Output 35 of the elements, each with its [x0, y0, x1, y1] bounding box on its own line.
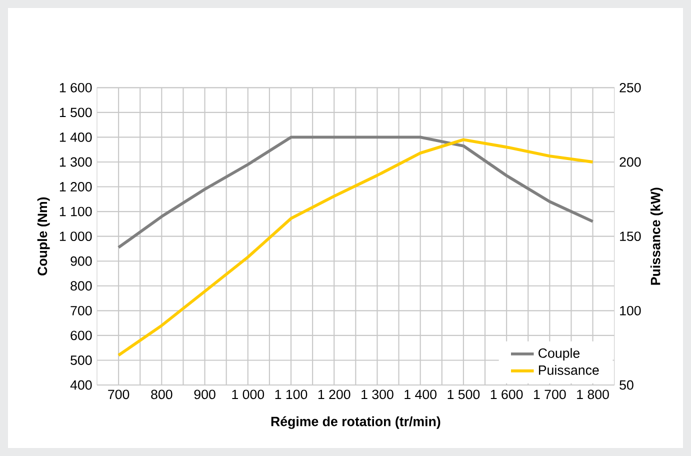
y-tick-label: 900	[70, 256, 92, 266]
x-tick-label: 700	[108, 390, 130, 400]
y-tick-label: 600	[70, 330, 92, 340]
y-tick-label: 1 600	[60, 82, 92, 92]
y2-tick-label: 100	[620, 306, 641, 316]
x-tick-label: 1 500	[448, 390, 480, 400]
y-tick-label: 1 200	[60, 182, 92, 192]
y-tick-label: 800	[70, 281, 92, 291]
legend-label: Couple	[538, 348, 580, 360]
y-tick-label: 400	[70, 380, 92, 390]
y2-tick-label: 250	[620, 82, 641, 92]
x-tick-label: 1 200	[318, 390, 350, 400]
x-tick-label: 1 000	[232, 390, 264, 400]
x-tick-label: 1 400	[404, 390, 436, 400]
y2-tick-label: 150	[620, 232, 641, 242]
y-tick-label: 500	[70, 356, 92, 365]
x-axis-title: Régime de rotation (tr/min)	[271, 416, 440, 429]
y-axis-title: Couple (Nm)	[37, 197, 50, 276]
x-tick-label: 1 800	[577, 390, 609, 400]
y-tick-label: 1 500	[60, 108, 92, 118]
y-tick-label: 1 100	[60, 206, 92, 216]
x-tick-label: 1 600	[490, 390, 523, 400]
y-tick-label: 700	[70, 306, 92, 316]
legend-label: Puissance	[538, 365, 599, 375]
y-tick-label: 1 300	[60, 157, 92, 167]
x-tick-label: 1 300	[362, 390, 394, 400]
y2-axis-title: Puissance (kW)	[650, 188, 663, 285]
x-tick-label: 1 700	[534, 390, 566, 400]
x-tick-label: 900	[194, 390, 216, 400]
y-tick-label: 1 000	[60, 232, 92, 242]
x-tick-label: 1 100	[275, 390, 308, 400]
y2-tick-label: 200	[620, 157, 641, 167]
x-tick-label: 800	[151, 390, 172, 400]
y-tick-label: 1 400	[60, 132, 92, 142]
y2-tick-label: 50	[620, 380, 634, 390]
